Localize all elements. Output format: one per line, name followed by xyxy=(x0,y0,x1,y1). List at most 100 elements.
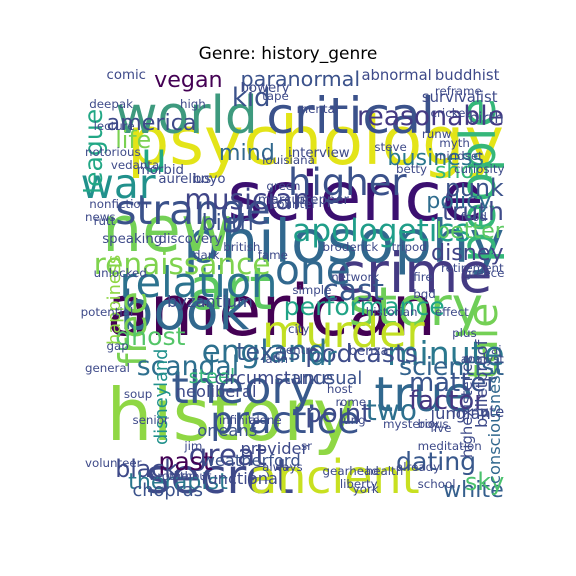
word: curiosity xyxy=(454,162,504,177)
word: discovery xyxy=(158,232,223,248)
word: greece xyxy=(464,265,504,280)
word: sr xyxy=(300,438,312,453)
word: life xyxy=(115,126,152,155)
word: provider xyxy=(240,438,309,458)
word: mind xyxy=(218,140,275,167)
word: ghost xyxy=(115,321,186,351)
word: british xyxy=(223,239,261,254)
word: louisiana xyxy=(262,153,315,168)
word: simple xyxy=(292,283,332,297)
word: musician xyxy=(184,182,311,216)
word: scandal xyxy=(136,351,240,383)
word: england xyxy=(201,333,328,370)
word: soup xyxy=(123,386,153,401)
word: without xyxy=(167,468,212,483)
word: story xyxy=(348,275,484,338)
word: crime xyxy=(335,241,493,307)
word: potential xyxy=(80,304,134,319)
word: jim xyxy=(184,438,203,453)
word: matter xyxy=(408,368,497,399)
word: effect xyxy=(434,304,469,319)
word: functional xyxy=(201,468,283,488)
word: host xyxy=(326,382,353,397)
word: school xyxy=(417,477,456,492)
word: aurelius xyxy=(158,171,212,187)
word: tripod xyxy=(391,239,427,254)
word: gearhead xyxy=(322,464,379,479)
word: dating xyxy=(396,447,477,477)
word: strange xyxy=(115,185,271,234)
word: policy xyxy=(426,187,492,214)
word: dark xyxy=(192,248,220,263)
word: orleans xyxy=(197,421,258,441)
word: birth xyxy=(201,209,254,236)
word: murder xyxy=(262,306,425,358)
word: philosophy xyxy=(183,206,504,276)
word: city xyxy=(288,321,310,336)
word: bowery xyxy=(240,80,290,96)
word: short xyxy=(434,157,492,184)
word: comic xyxy=(106,69,146,83)
word: disney xyxy=(431,239,504,266)
word: food xyxy=(460,209,487,224)
word: news xyxy=(84,209,116,224)
word: minute xyxy=(452,403,504,421)
word: survivalist xyxy=(421,88,498,106)
word: byzantium xyxy=(167,291,253,311)
word: neoliberal xyxy=(175,382,257,402)
word: boyo xyxy=(192,171,226,187)
word: rutt xyxy=(93,213,116,228)
word: broderick xyxy=(322,239,379,254)
word: morbid xyxy=(136,163,184,179)
word: dr xyxy=(309,342,337,373)
word: mindset xyxy=(434,149,483,164)
word: rome xyxy=(335,395,367,410)
word: punk xyxy=(445,174,504,202)
word: point xyxy=(305,398,372,429)
word: critical xyxy=(266,85,435,145)
word: therapist xyxy=(128,468,228,495)
word: tape xyxy=(262,88,289,103)
word: past xyxy=(158,447,213,477)
word: alone xyxy=(249,412,282,427)
word: ancient xyxy=(249,450,420,501)
word: notorious xyxy=(84,144,141,159)
word: relation xyxy=(119,259,278,308)
word: marcus xyxy=(257,193,307,209)
word: better xyxy=(436,218,504,245)
word: live xyxy=(430,421,452,436)
word: always xyxy=(262,460,303,475)
word: paranormal xyxy=(240,69,361,91)
word: renaissance xyxy=(93,247,271,282)
word: war xyxy=(80,160,156,209)
word: truth xyxy=(442,196,504,226)
word: psychology xyxy=(127,101,504,180)
word: chopras xyxy=(132,481,204,501)
word: texas xyxy=(236,338,301,367)
word: centre xyxy=(279,343,318,358)
word: unusual xyxy=(292,369,363,390)
word: interview xyxy=(288,145,350,161)
word: vedanta xyxy=(110,157,160,172)
word: u xyxy=(141,134,167,183)
word: green xyxy=(266,179,301,194)
word: weatherford xyxy=(201,451,301,471)
word: disneyland xyxy=(152,348,173,445)
word: one xyxy=(275,246,351,295)
word: secret xyxy=(145,449,294,501)
word: world xyxy=(115,85,258,146)
word: general xyxy=(84,360,130,375)
word: brother xyxy=(149,468,194,483)
word: white xyxy=(443,477,504,501)
word: network xyxy=(331,270,380,285)
word: gap xyxy=(106,339,129,354)
word: steve xyxy=(374,140,407,155)
word: abnormal xyxy=(361,69,432,84)
word: liberty xyxy=(339,477,378,492)
word: deepak xyxy=(89,97,133,112)
word: higher xyxy=(288,161,407,205)
word: counter xyxy=(270,196,317,211)
word: senior xyxy=(132,412,169,427)
word: art xyxy=(188,254,273,324)
word: consciousness xyxy=(484,366,504,484)
